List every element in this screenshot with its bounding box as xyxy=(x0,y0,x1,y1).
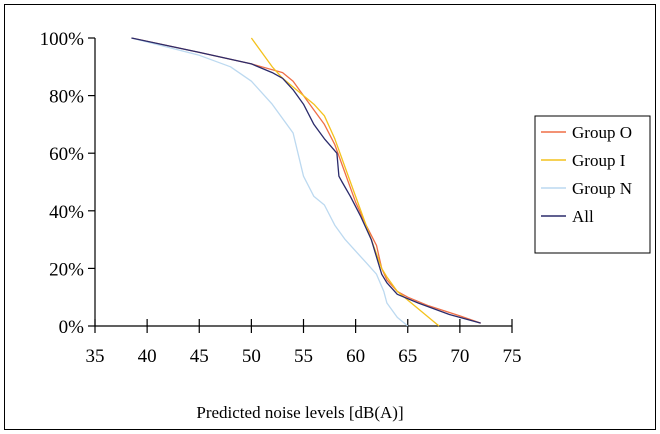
x-tick-label: 40 xyxy=(138,346,157,367)
legend-box xyxy=(534,115,651,254)
legend-label-group-n: Group N xyxy=(572,179,632,198)
series-line-group-i xyxy=(250,37,440,327)
x-tick-label: 55 xyxy=(294,346,313,367)
axes xyxy=(88,37,513,333)
x-tick-label: 35 xyxy=(86,346,105,367)
x-tick-label: 60 xyxy=(346,346,365,367)
x-tick-label: 45 xyxy=(190,346,209,367)
y-tick-label: 100% xyxy=(40,29,85,50)
series-line-all xyxy=(131,37,481,324)
legend-label-all: All xyxy=(572,207,594,226)
x-tick-label: 50 xyxy=(242,346,261,367)
x-tick-label: 65 xyxy=(398,346,417,367)
legend: Group O Group I Group N All xyxy=(534,115,651,254)
y-tick-labels: 0% 20% 40% 60% 80% 100% xyxy=(40,29,85,338)
series-lines xyxy=(131,37,481,327)
series-line-group-o xyxy=(131,37,481,324)
series-line-group-n xyxy=(131,37,409,327)
y-tick-label: 80% xyxy=(49,87,84,108)
x-tick-label: 70 xyxy=(450,346,469,367)
x-tick-labels: 35 40 45 50 55 60 65 70 75 xyxy=(86,346,522,367)
legend-label-group-i: Group I xyxy=(572,151,626,170)
y-tick-label: 60% xyxy=(49,144,84,165)
y-tick-label: 0% xyxy=(59,317,85,338)
y-tick-label: 40% xyxy=(49,202,84,223)
x-axis-title: Predicted noise levels [dB(A)] xyxy=(196,403,403,422)
y-tick-label: 20% xyxy=(49,259,84,280)
legend-label-group-o: Group O xyxy=(572,123,632,142)
x-tick-label: 75 xyxy=(503,346,522,367)
